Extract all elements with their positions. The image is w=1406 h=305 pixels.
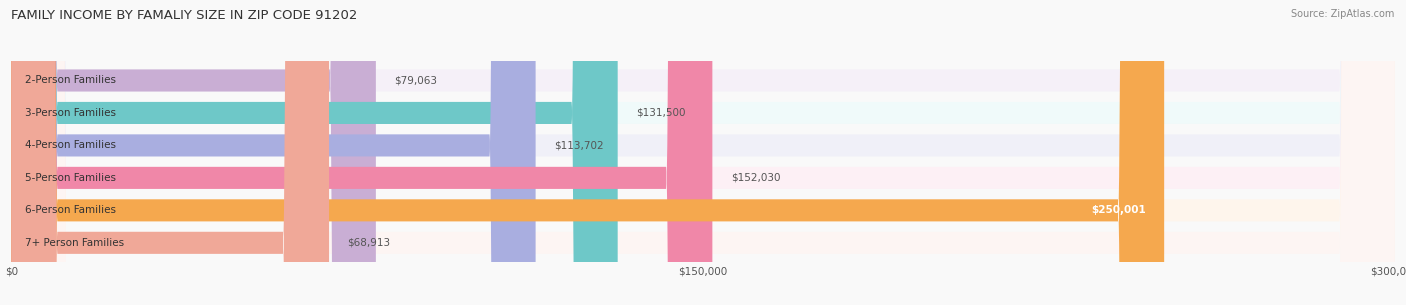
- Text: Source: ZipAtlas.com: Source: ZipAtlas.com: [1291, 9, 1395, 19]
- FancyBboxPatch shape: [11, 0, 1395, 305]
- Text: FAMILY INCOME BY FAMALIY SIZE IN ZIP CODE 91202: FAMILY INCOME BY FAMALIY SIZE IN ZIP COD…: [11, 9, 357, 22]
- Text: 3-Person Families: 3-Person Families: [25, 108, 117, 118]
- Text: $68,913: $68,913: [347, 238, 391, 248]
- Text: 2-Person Families: 2-Person Families: [25, 75, 117, 85]
- FancyBboxPatch shape: [11, 0, 1395, 305]
- Text: 4-Person Families: 4-Person Families: [25, 140, 117, 150]
- FancyBboxPatch shape: [11, 0, 1395, 305]
- FancyBboxPatch shape: [11, 0, 713, 305]
- FancyBboxPatch shape: [11, 0, 536, 305]
- Text: $131,500: $131,500: [636, 108, 686, 118]
- FancyBboxPatch shape: [11, 0, 329, 305]
- FancyBboxPatch shape: [11, 0, 1395, 305]
- Text: $113,702: $113,702: [554, 140, 603, 150]
- Text: $250,001: $250,001: [1091, 205, 1146, 215]
- Text: $152,030: $152,030: [731, 173, 780, 183]
- Text: 7+ Person Families: 7+ Person Families: [25, 238, 124, 248]
- Text: $79,063: $79,063: [394, 75, 437, 85]
- Text: 5-Person Families: 5-Person Families: [25, 173, 117, 183]
- FancyBboxPatch shape: [11, 0, 375, 305]
- FancyBboxPatch shape: [11, 0, 1395, 305]
- FancyBboxPatch shape: [11, 0, 1164, 305]
- FancyBboxPatch shape: [11, 0, 1395, 305]
- FancyBboxPatch shape: [11, 0, 617, 305]
- Text: 6-Person Families: 6-Person Families: [25, 205, 117, 215]
